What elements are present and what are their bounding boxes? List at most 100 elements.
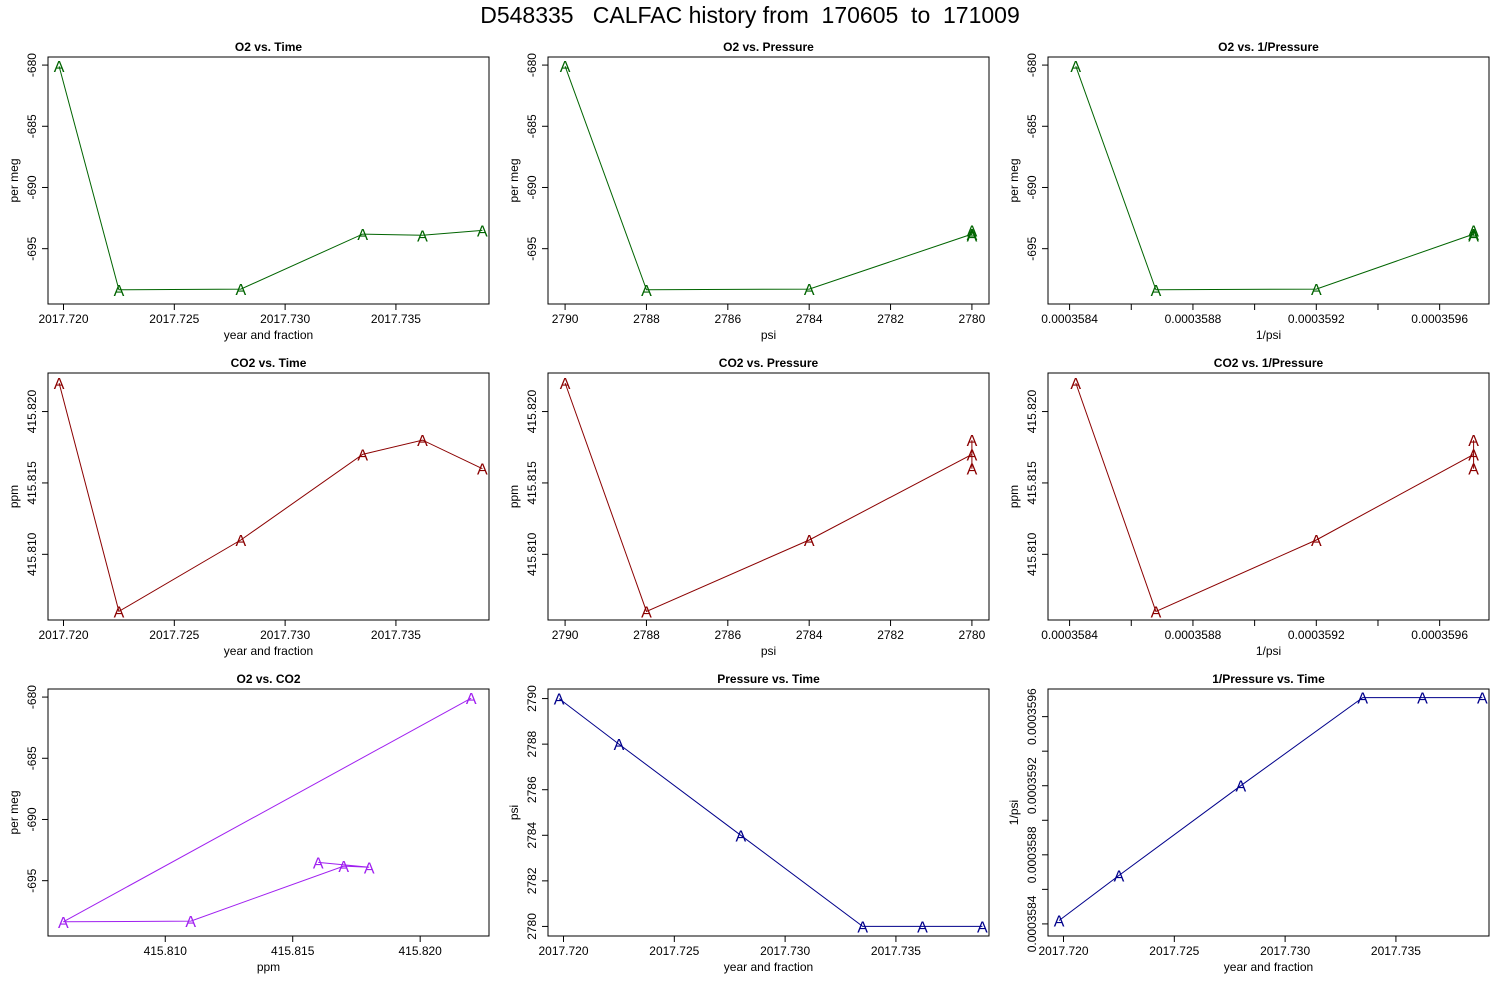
data-point-marker: A [735, 828, 746, 845]
x-axis-label: year and fraction [1224, 960, 1313, 974]
chart-panel: CO2 vs. Time 2017.720 2017.725 2017.730 2017… [7, 356, 490, 658]
chart-panel: 1/Pressure vs. Time 2017.720 2017.725 2017.… [1007, 672, 1490, 974]
x-axis-label: year and fraction [724, 960, 813, 974]
chart-panel: CO2 vs. 1/Pressure 0.0003584 0.0003588 0.00… [1007, 356, 1490, 658]
x-tick-label: 0.0003592 [1288, 628, 1345, 642]
chart-panel: O2 vs. Time 2017.720 2017.725 2017.730 2017.… [7, 40, 490, 342]
chart-panel: O2 vs. CO2 415.810 415.815 415.820 -680 -685 -… [7, 672, 490, 974]
data-point-marker: A [114, 604, 125, 621]
x-tick-label: 2017.730 [260, 312, 310, 326]
x-tick-label: 2786 [714, 628, 741, 642]
series-line [58, 382, 483, 613]
y-tick-label: -695 [25, 868, 39, 892]
plot-frame [47, 56, 490, 305]
y-tick-label: -695 [1025, 236, 1039, 260]
series-line [58, 66, 483, 291]
data-point-marker: A [313, 855, 324, 872]
data-point-marker: A [917, 919, 928, 936]
y-tick-label: 415.810 [25, 532, 39, 576]
x-tick-label: 2790 [552, 628, 579, 642]
plot-frame [547, 372, 990, 621]
data-point-marker: A [54, 59, 65, 76]
x-tick-label: 0.0003596 [1411, 628, 1468, 642]
data-point-marker: A [235, 282, 246, 299]
x-tick-label: 2782 [877, 628, 904, 642]
y-tick-label: -695 [525, 236, 539, 260]
x-tick-label: 415.815 [271, 944, 315, 958]
chart-title: CO2 vs. Time [231, 356, 307, 370]
data-point-marker: A [1468, 227, 1479, 244]
data-point-marker: A [967, 228, 978, 245]
series-line [1075, 66, 1475, 291]
y-tick-label: -690 [1025, 175, 1039, 199]
y-tick-label: -690 [525, 175, 539, 199]
series-line [1075, 382, 1475, 613]
x-tick-label: 2017.730 [760, 944, 810, 958]
y-tick-label: -695 [25, 236, 39, 260]
y-tick-label: 0.0003588 [1025, 826, 1039, 883]
y-axis-label: ppm [7, 485, 21, 508]
x-tick-label: 2786 [714, 312, 741, 326]
data-point-marker: A [1114, 869, 1125, 886]
data-point-marker: A [967, 227, 978, 244]
data-point-marker: A [641, 283, 652, 300]
y-tick-label: -685 [25, 114, 39, 138]
figure-title: D548335 CALFAC history from 170605 to 17… [480, 2, 1020, 28]
data-point-marker: A [1151, 283, 1162, 300]
plot-frame [547, 688, 990, 937]
data-point-marker: A [1468, 433, 1479, 450]
y-tick-label: -680 [25, 685, 39, 709]
data-point-marker: A [1468, 228, 1479, 245]
x-axis-label: year and fraction [224, 328, 313, 342]
x-tick-label: 2788 [633, 312, 660, 326]
x-tick-label: 0.0003588 [1165, 628, 1222, 642]
x-tick-label: 2784 [796, 312, 823, 326]
x-tick-label: 2790 [552, 312, 579, 326]
chart-panel: O2 vs. Pressure 2790 2788 2786 2784 2782 2780 -… [507, 40, 990, 342]
chart-title: 1/Pressure vs. Time [1212, 672, 1325, 686]
x-tick-label: 0.0003588 [1165, 312, 1222, 326]
plot-frame [1047, 372, 1490, 621]
x-tick-label: 0.0003584 [1041, 628, 1098, 642]
data-point-marker: A [417, 433, 428, 450]
data-point-marker: A [1235, 779, 1246, 796]
data-point-marker: A [338, 859, 349, 876]
y-tick-label: 0.0003596 [1025, 688, 1039, 745]
y-axis-label: per meg [7, 158, 21, 202]
x-tick-label: 2017.725 [149, 312, 199, 326]
data-point-marker: A [804, 282, 815, 299]
data-point-marker: A [614, 737, 625, 754]
y-tick-label: 415.815 [1025, 461, 1039, 505]
plot-frame [47, 688, 490, 937]
chart-title: Pressure vs. Time [717, 672, 820, 686]
data-point-marker: A [804, 533, 815, 550]
chart-title: CO2 vs. Pressure [719, 356, 819, 370]
data-point-marker: A [641, 604, 652, 621]
data-point-marker: A [477, 462, 488, 479]
data-point-marker: A [1468, 447, 1479, 464]
x-tick-label: 0.0003596 [1411, 312, 1468, 326]
y-tick-label: -690 [25, 175, 39, 199]
data-point-marker: A [1477, 691, 1488, 708]
chart-title: O2 vs. Time [235, 40, 302, 54]
series-line [564, 66, 973, 291]
data-point-marker: A [967, 447, 978, 464]
y-tick-label: 2786 [525, 776, 539, 803]
data-point-marker: A [977, 919, 988, 936]
x-tick-label: 2017.725 [149, 628, 199, 642]
x-tick-label: 2784 [796, 628, 823, 642]
data-point-marker: A [1468, 223, 1479, 240]
data-point-marker: A [560, 376, 571, 393]
y-axis-label: 1/psi [1007, 800, 1021, 825]
data-point-marker: A [554, 692, 565, 709]
y-tick-label: 2780 [525, 913, 539, 940]
chart-title: CO2 vs. 1/Pressure [1214, 356, 1324, 370]
y-tick-label: -680 [25, 53, 39, 77]
data-point-marker: A [417, 228, 428, 245]
data-point-marker: A [967, 462, 978, 479]
y-axis-label: per meg [7, 790, 21, 834]
y-tick-label: -680 [525, 53, 539, 77]
data-point-marker: A [1417, 691, 1428, 708]
x-tick-label: 2017.735 [371, 312, 421, 326]
x-tick-label: 2780 [959, 312, 986, 326]
